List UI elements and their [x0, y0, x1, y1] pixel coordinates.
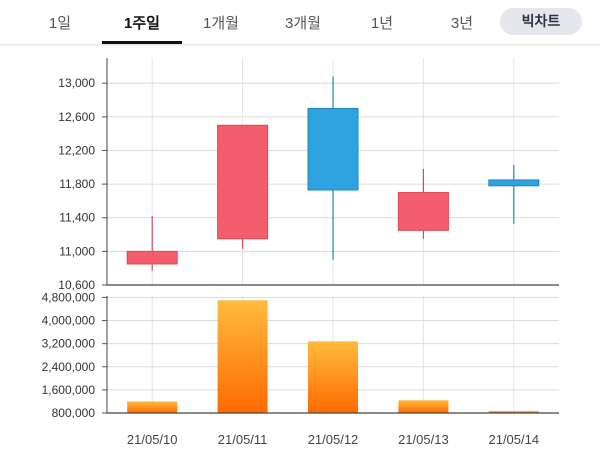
volume-bar [488, 410, 539, 413]
volume-tick-label: 4,000,000 [42, 314, 96, 328]
tab-1-week[interactable]: 1주일 [124, 15, 160, 32]
tab-3-months[interactable]: 3개월 [285, 15, 321, 32]
candle-body [217, 124, 269, 240]
candle-body [126, 250, 178, 265]
period-tab-bar: 1일 1주일 1개월 3개월 1년 3년 빅차트 [0, 0, 600, 45]
x-tick-label: 21/05/10 [127, 432, 178, 447]
x-tick-label: 21/05/13 [398, 432, 449, 447]
volume-tick-label: 2,400,000 [42, 360, 96, 374]
tab-1-month[interactable]: 1개월 [203, 15, 239, 32]
x-tick-label: 21/05/12 [308, 432, 359, 447]
tab-3-years[interactable]: 3년 [450, 15, 474, 32]
volume-bar [308, 341, 358, 413]
price-tick-label: 12,600 [58, 110, 95, 124]
price-tick-label: 11,400 [59, 211, 95, 225]
y-axis-labels: 10,600 11,000 11,400 11,800 12,200 12,600 13,0… [42, 76, 96, 420]
price-tick-label: 13,000 [58, 76, 95, 90]
price-tick-label: 11,000 [59, 244, 95, 258]
candle-body [397, 192, 449, 231]
price-tick-label: 12,200 [58, 143, 95, 157]
volume-tick-label: 4,800,000 [42, 290, 96, 304]
price-tick-label: 11,800 [59, 177, 95, 191]
big-chart-button[interactable]: 빅차트 [500, 8, 582, 35]
candle-body [307, 107, 359, 191]
candle-body [488, 179, 540, 187]
x-tick-label: 21/05/11 [218, 432, 268, 447]
chart-axes [102, 58, 559, 414]
tab-1-day[interactable]: 1일 [48, 15, 72, 32]
volume-tick-label: 800,000 [52, 406, 96, 420]
active-tab-indicator [102, 41, 182, 44]
candlestick-series [126, 76, 540, 271]
volume-bar [398, 400, 449, 413]
x-tick-label: 21/05/14 [488, 432, 539, 447]
volume-tick-label: 1,600,000 [42, 383, 96, 397]
volume-series [127, 300, 539, 413]
x-axis-labels: 21/05/10 21/05/11 21/05/12 21/05/13 21/05/14 [127, 432, 539, 447]
volume-tick-label: 3,200,000 [42, 337, 96, 351]
price-tick-label: 10,600 [58, 278, 95, 292]
volume-bar [127, 401, 178, 413]
volume-bar [217, 300, 268, 413]
tab-1-year[interactable]: 1년 [370, 15, 394, 32]
